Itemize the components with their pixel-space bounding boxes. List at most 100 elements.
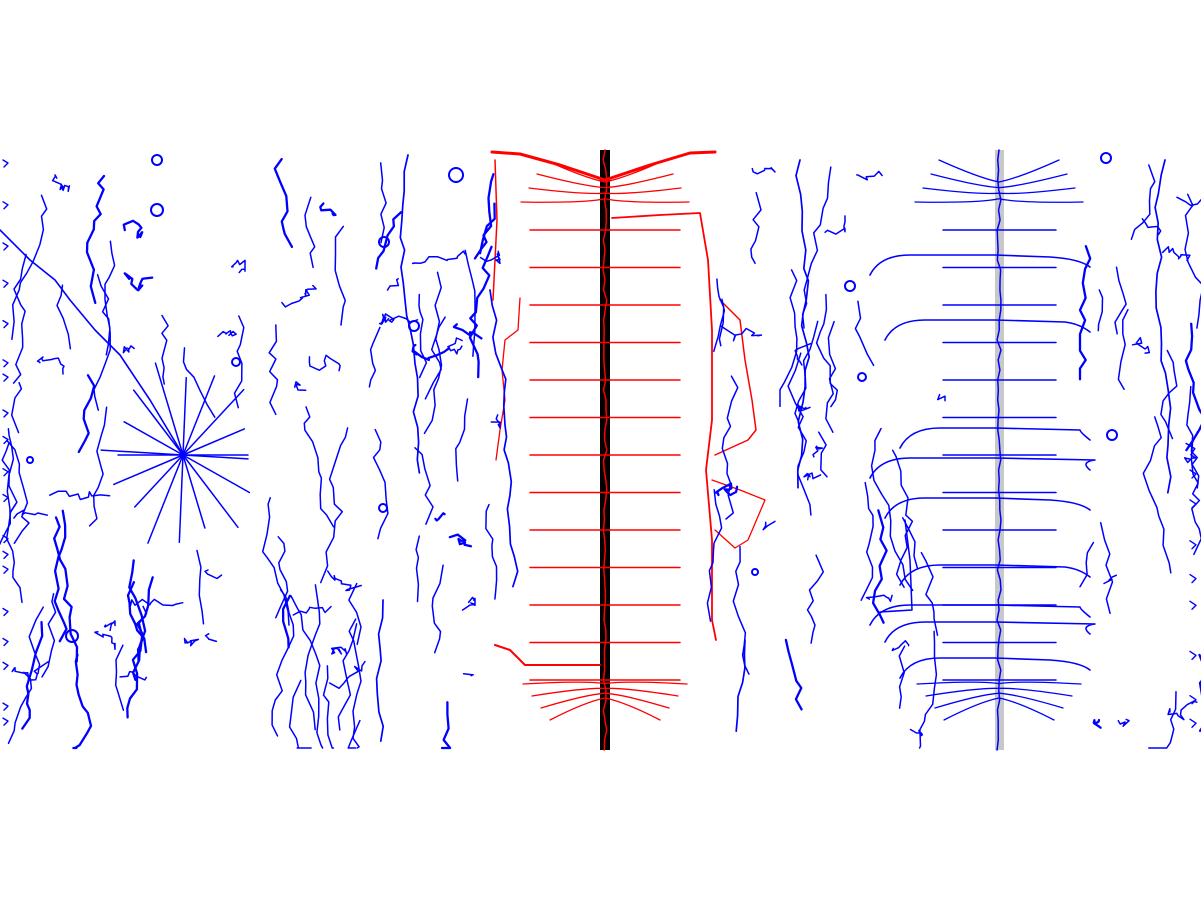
fan-branch bbox=[531, 687, 606, 697]
squiggle-track bbox=[762, 520, 776, 531]
spine-track bbox=[602, 149, 608, 751]
squiggle-track bbox=[462, 672, 474, 677]
squiggle-track bbox=[1154, 159, 1172, 494]
loop-circle bbox=[378, 503, 388, 513]
squiggle-track bbox=[751, 166, 776, 175]
fan-branch bbox=[998, 681, 1082, 685]
fan-branch bbox=[998, 198, 1084, 203]
fan-branch bbox=[604, 687, 679, 697]
squiggle-track bbox=[478, 202, 496, 255]
squiggle-track bbox=[1176, 196, 1201, 207]
squiggle-track bbox=[414, 447, 434, 525]
squiggle-track bbox=[94, 631, 116, 651]
squiggle-track bbox=[490, 414, 501, 429]
red-right-loop bbox=[714, 299, 757, 456]
burst-ray bbox=[182, 454, 251, 494]
squiggle-track bbox=[1117, 308, 1129, 390]
ladder-hook-track bbox=[899, 427, 1091, 449]
squiggle-track bbox=[10, 381, 23, 434]
squiggle-track bbox=[424, 316, 446, 400]
squiggle-track bbox=[1103, 574, 1118, 585]
squiggle-track bbox=[104, 240, 116, 356]
squiggle-track bbox=[1142, 416, 1172, 574]
edge-dash bbox=[2, 409, 9, 418]
edge-dash bbox=[2, 534, 9, 544]
squiggle-track bbox=[268, 324, 279, 416]
squiggle-track bbox=[806, 554, 825, 644]
fan-branch bbox=[934, 692, 1000, 709]
squiggle-track bbox=[380, 313, 419, 324]
squiggle-track bbox=[303, 406, 335, 528]
squiggle-track bbox=[12, 253, 27, 384]
ladder-hook-track bbox=[869, 457, 1096, 479]
squiggle-track bbox=[288, 679, 312, 749]
squiggle-track bbox=[479, 250, 501, 265]
squiggle-track bbox=[319, 202, 337, 217]
squiggle-track bbox=[372, 428, 389, 540]
fan-branch bbox=[604, 173, 674, 189]
edge-dash bbox=[2, 159, 9, 168]
squiggle-track bbox=[461, 596, 476, 611]
ladder-hook-track bbox=[884, 621, 1096, 643]
squiggle-track bbox=[399, 154, 421, 474]
burst-ray bbox=[182, 375, 216, 456]
ladder-hook-track bbox=[899, 657, 1091, 679]
squiggle-track bbox=[261, 497, 290, 626]
edge-dash bbox=[1189, 695, 1197, 705]
squiggle-track bbox=[918, 630, 938, 749]
squiggle-track bbox=[1184, 193, 1201, 329]
squiggle-track bbox=[337, 623, 358, 731]
loop-circle bbox=[151, 154, 163, 166]
squiggle-track bbox=[901, 517, 919, 570]
burst-ray bbox=[182, 376, 188, 456]
burst-ray bbox=[147, 454, 184, 544]
fan-branch bbox=[528, 187, 606, 195]
squiggle-track bbox=[217, 329, 237, 338]
squiggle-track bbox=[281, 594, 292, 649]
squiggle-track bbox=[1079, 541, 1095, 588]
squiggle-track bbox=[182, 347, 216, 418]
edge-dash bbox=[2, 550, 9, 560]
edge-dash bbox=[2, 373, 9, 382]
squiggle-track bbox=[1141, 218, 1162, 236]
edge-dash bbox=[2, 717, 9, 726]
edge-dash bbox=[1189, 499, 1197, 509]
squiggle-track bbox=[204, 633, 218, 643]
squiggle-track bbox=[713, 298, 726, 353]
squiggle-track bbox=[103, 620, 116, 632]
fan-branch bbox=[604, 198, 690, 203]
fan-branch bbox=[604, 697, 661, 721]
squiggle-track bbox=[1097, 289, 1104, 332]
squiggle-track bbox=[275, 536, 289, 619]
burst-ray bbox=[182, 388, 245, 456]
burst-ray bbox=[123, 421, 184, 456]
squiggle-track bbox=[803, 472, 822, 481]
squiggle-track bbox=[5, 503, 23, 604]
squiggle-track bbox=[36, 356, 65, 375]
squiggle-track bbox=[824, 215, 846, 235]
squiggle-track bbox=[779, 269, 798, 408]
squiggle-track bbox=[230, 259, 246, 274]
squiggle-track bbox=[328, 660, 366, 690]
squiggle-track bbox=[440, 701, 452, 750]
loop-circle bbox=[378, 236, 390, 248]
squiggle-track bbox=[732, 545, 750, 675]
squiggle-track bbox=[721, 375, 739, 520]
squiggle-track bbox=[53, 509, 68, 643]
squiggle-track bbox=[0, 428, 15, 546]
edge-dash bbox=[2, 661, 9, 671]
squiggle-track bbox=[1161, 246, 1191, 262]
fan-branch bbox=[604, 681, 688, 685]
squiggle-track bbox=[860, 481, 874, 601]
squiggle-track bbox=[56, 284, 72, 350]
edge-dash bbox=[2, 702, 9, 711]
edge-dash bbox=[2, 279, 9, 288]
squiggle-track bbox=[271, 589, 295, 737]
squiggle-track bbox=[468, 245, 493, 379]
squiggle-track bbox=[41, 593, 57, 678]
fan-branch bbox=[922, 187, 1000, 195]
squiggle-track bbox=[795, 159, 811, 489]
squiggle-track bbox=[423, 271, 443, 435]
edge-dash bbox=[2, 435, 9, 445]
